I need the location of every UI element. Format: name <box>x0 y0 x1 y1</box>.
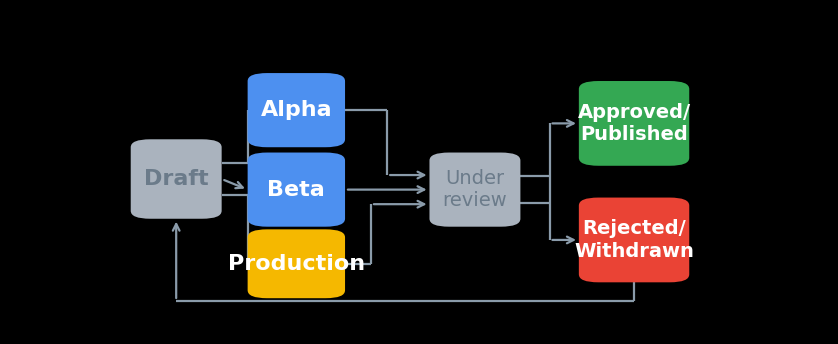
FancyBboxPatch shape <box>248 73 345 147</box>
FancyBboxPatch shape <box>579 81 689 166</box>
FancyBboxPatch shape <box>248 229 345 298</box>
Text: Under
review: Under review <box>442 169 507 211</box>
Text: Approved/
Published: Approved/ Published <box>577 103 691 144</box>
FancyBboxPatch shape <box>131 139 222 219</box>
FancyBboxPatch shape <box>579 197 689 282</box>
FancyBboxPatch shape <box>248 152 345 227</box>
FancyBboxPatch shape <box>430 152 520 227</box>
Text: Alpha: Alpha <box>261 100 332 120</box>
Text: Beta: Beta <box>267 180 325 200</box>
Text: Rejected/
Withdrawn: Rejected/ Withdrawn <box>574 219 694 261</box>
Text: Production: Production <box>228 254 365 274</box>
Text: Draft: Draft <box>144 169 209 189</box>
